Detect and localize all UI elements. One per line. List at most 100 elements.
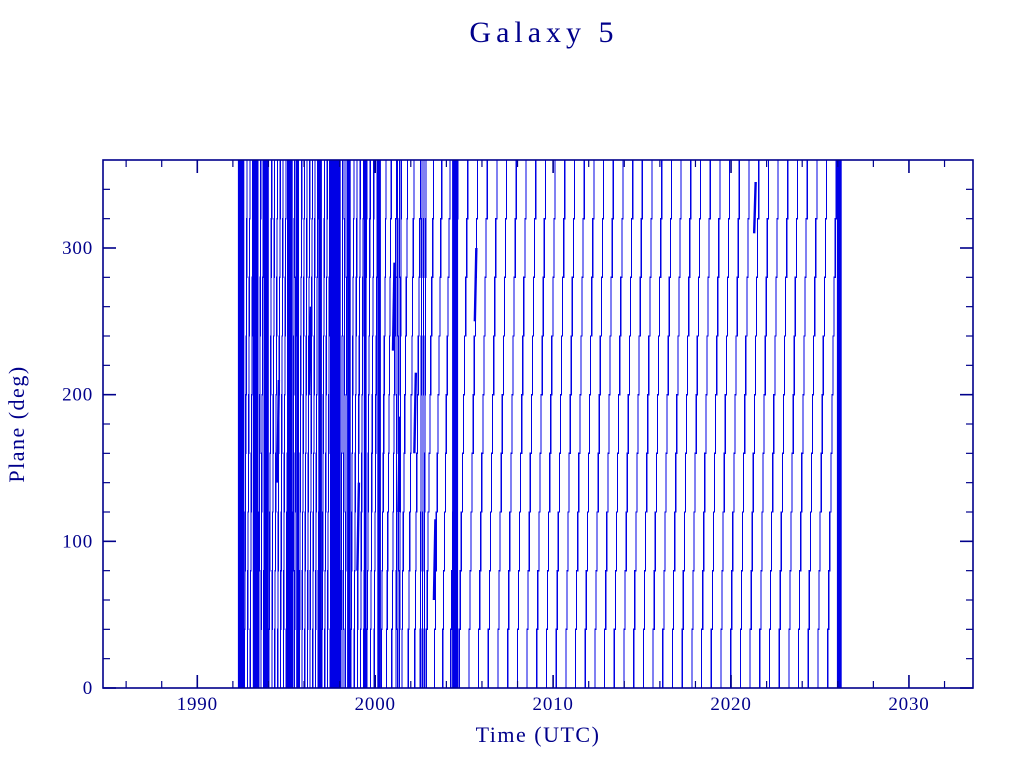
plane-wrap-line (768, 160, 779, 689)
plane-wrap-line (321, 160, 326, 689)
plane-mark (413, 372, 418, 454)
y-tick-label: 100 (62, 531, 93, 552)
plane-wrap-line (535, 160, 546, 689)
plane-wrap-line (301, 160, 305, 689)
plane-wrap-line (246, 160, 251, 689)
plane-wrap-line (260, 160, 264, 689)
plane-wrap-line (356, 160, 361, 689)
plane-wrap-line (401, 160, 409, 689)
plane-mark (432, 519, 437, 601)
plane-wrap-line (623, 160, 634, 689)
plane-wrap-line (603, 160, 614, 689)
plane-wrap-line (309, 160, 313, 689)
y-tick-label: 0 (83, 678, 93, 699)
y-tick-label: 300 (62, 238, 93, 259)
x-tick-label: 2030 (888, 694, 929, 715)
plot-frame (102, 159, 974, 689)
plane-wrap-line (545, 160, 556, 689)
plane-wrap-line (360, 160, 365, 689)
plane-wrap-line (826, 160, 837, 689)
axis-ticks (103, 160, 973, 689)
dense-band (836, 160, 842, 688)
plane-wrap-line (407, 160, 415, 689)
x-axis-title: Time (UTC) (476, 722, 601, 747)
x-tick-label: 2000 (355, 694, 396, 715)
plane-wrap-line (314, 160, 319, 689)
plane-wrap-line (353, 160, 358, 689)
plane-wrap-line (292, 160, 295, 689)
x-tick-label: 1990 (177, 694, 218, 715)
plane-wrap-line (516, 160, 527, 689)
plane-wrap-line (414, 160, 421, 689)
plane-wrap-line (719, 160, 731, 689)
plane-wrap-line (710, 160, 721, 689)
y-axis-title: Plane (deg) (4, 365, 29, 482)
plane-wrap-line (739, 160, 750, 689)
plane-wrap-line (258, 160, 262, 689)
plane-wrap-line (244, 160, 248, 689)
plane-wrap-line (433, 160, 443, 689)
plane-wrap-line (342, 160, 346, 689)
plane-wrap-line (324, 160, 328, 689)
plane-wrap-line (279, 160, 284, 689)
data-series (237, 160, 842, 689)
plane-wrap-line (477, 160, 488, 689)
plane-wrap-line (700, 160, 711, 689)
plane-wrap-line (268, 160, 273, 689)
plane-wrap-line (690, 160, 702, 689)
dense-band (237, 160, 245, 688)
plane-wrap-line (661, 160, 672, 689)
dense-band (330, 160, 341, 688)
plane-wrap-line (304, 160, 308, 689)
chart-title: Galaxy 5 (469, 16, 618, 49)
plane-wrap-line (441, 160, 451, 689)
plane-wrap-line (350, 160, 355, 689)
plane-wrap-line (797, 160, 808, 689)
plane-wrap-line (496, 160, 508, 689)
plane-wrap-line (564, 160, 576, 689)
plane-wrap-line (807, 160, 818, 689)
dense-band (347, 160, 351, 688)
dense-band (452, 160, 459, 688)
axis-tick-labels: 1990 2000 2010 2020 2030 0 100 200 300 (62, 238, 929, 715)
plane-wrap-line (271, 160, 276, 689)
plane-wrap-line (391, 160, 397, 689)
plane-wrap-line (506, 160, 517, 689)
plane-wrap-line (419, 160, 423, 689)
y-tick-label: 200 (62, 385, 93, 406)
plane-wrap-line (344, 160, 348, 689)
plane-wrap-line (282, 160, 287, 689)
plane-wrap-line (778, 160, 789, 689)
plane-wrap-line (421, 160, 425, 689)
plane-wrap-line (749, 160, 760, 689)
plane-wrap-line (652, 160, 663, 689)
plane-wrap-line (366, 160, 371, 689)
dense-band (377, 160, 381, 688)
plane-wrap-line (370, 160, 375, 689)
plane-mark (473, 247, 478, 322)
plane-wrap-line (306, 160, 311, 689)
plane-mark (752, 181, 757, 234)
plane-wrap-line (671, 160, 682, 689)
plane-wrap-line (574, 160, 585, 689)
plane-wrap-line (340, 160, 344, 689)
x-tick-label: 2010 (533, 694, 574, 715)
plane-wrap-line (487, 160, 498, 689)
plane-wrap-line (274, 160, 278, 689)
plane-wrap-line (395, 160, 399, 689)
plane-wrap-line (249, 160, 254, 689)
plane-wrap-line (758, 160, 769, 689)
plane-wrap-line (632, 160, 643, 689)
plane-wrap-line (787, 160, 799, 689)
plane-wrap-line (593, 160, 605, 689)
plane-wrap-line (555, 160, 566, 689)
dense-band (363, 160, 367, 688)
plane-wrap-line (613, 160, 624, 689)
plane-wrap-line (386, 160, 392, 689)
plane-wrap-line (326, 160, 331, 689)
plane-wrap-line (467, 160, 479, 689)
plane-wrap-line (729, 160, 740, 689)
plane-wrap-line (584, 160, 595, 689)
plane-wrap-line (380, 160, 387, 689)
